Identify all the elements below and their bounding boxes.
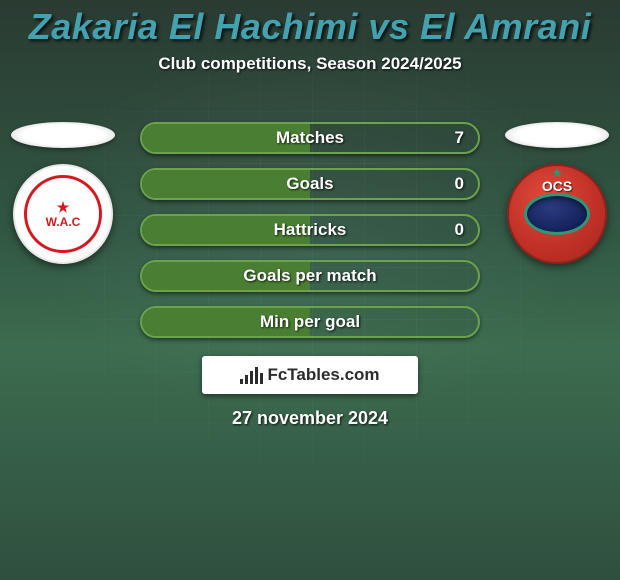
stat-label: Goals per match: [243, 266, 376, 286]
snapshot-date: 27 november 2024: [0, 408, 620, 429]
player-left-silhouette-icon: [11, 122, 115, 148]
club-right-tag: OCS: [509, 178, 605, 194]
page-title: Zakaria El Hachimi vs El Amrani: [0, 0, 620, 48]
player-right-silhouette-icon: [505, 122, 609, 148]
stat-row: Goals per match: [140, 260, 480, 292]
stat-value: 7: [455, 128, 464, 148]
club-badge-right-icon: ★ OCS: [507, 164, 607, 264]
stat-value: 0: [455, 174, 464, 194]
stat-row: Matches 7: [140, 122, 480, 154]
player-right: ★ OCS: [502, 122, 612, 264]
page-subtitle: Club competitions, Season 2024/2025: [0, 54, 620, 74]
bars-icon: [240, 366, 263, 384]
stat-row: Min per goal: [140, 306, 480, 338]
brand-badge: FcTables.com: [202, 356, 418, 394]
player-left: ★ W.A.C: [8, 122, 118, 264]
stat-row: Goals 0: [140, 168, 480, 200]
stat-label: Min per goal: [260, 312, 360, 332]
stats-list: Matches 7 Goals 0 Hattricks 0 Goals per match M…: [140, 122, 480, 338]
brand-text: FcTables.com: [267, 365, 379, 385]
stat-row: Hattricks 0: [140, 214, 480, 246]
stat-label: Goals: [286, 174, 333, 194]
club-badge-left-icon: ★ W.A.C: [13, 164, 113, 264]
stat-label: Matches: [276, 128, 344, 148]
stat-label: Hattricks: [274, 220, 347, 240]
stat-value: 0: [455, 220, 464, 240]
club-left-tag: W.A.C: [46, 216, 81, 228]
